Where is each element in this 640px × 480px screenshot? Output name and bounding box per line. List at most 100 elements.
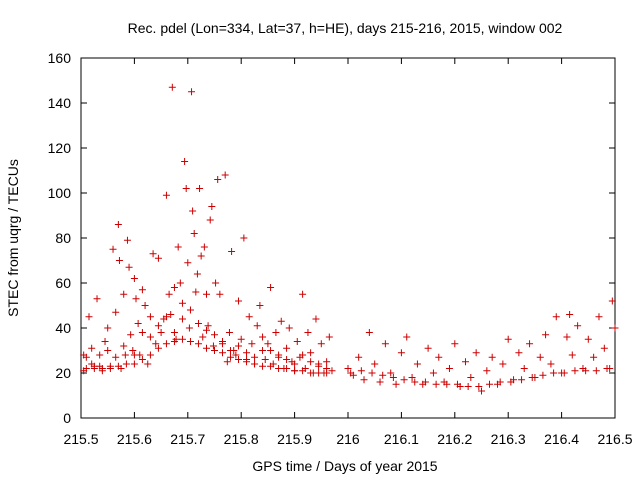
data-point: [566, 311, 574, 318]
y-tick-label: 160: [48, 50, 72, 66]
data-point: [592, 367, 600, 375]
data-point: [368, 369, 376, 377]
data-point: [138, 329, 146, 336]
data-point: [251, 360, 259, 368]
data-point: [584, 335, 592, 343]
data-point: [611, 324, 619, 332]
data-point: [563, 333, 571, 341]
data-point: [304, 329, 312, 336]
data-point: [315, 362, 323, 370]
data-point: [178, 335, 186, 343]
data-point: [168, 83, 176, 91]
data-point: [376, 378, 384, 386]
data-point: [360, 376, 368, 384]
data-point: [206, 216, 214, 224]
data-point: [170, 329, 178, 336]
y-tick-label: 40: [55, 320, 71, 336]
data-point: [547, 360, 555, 368]
data-point: [228, 248, 236, 255]
data-point: [600, 344, 608, 352]
data-point: [114, 362, 122, 370]
chart-title: Rec. pdel (Lon=334, Lat=37, h=HE), days …: [128, 20, 563, 36]
data-point: [245, 313, 253, 321]
data-point: [162, 313, 170, 321]
data-point: [93, 295, 101, 303]
data-point: [486, 380, 494, 388]
y-tick-label: 120: [48, 140, 72, 156]
x-axis-label: GPS time / Days of year 2015: [252, 458, 437, 474]
x-tick-label: 215.8: [224, 431, 259, 447]
data-point: [216, 290, 224, 298]
data-point: [424, 344, 432, 352]
data-point: [475, 383, 483, 390]
data-point: [272, 329, 280, 336]
data-point: [184, 259, 192, 267]
data-point: [408, 374, 416, 381]
data-point: [283, 356, 291, 363]
data-point: [267, 284, 275, 291]
data-point: [445, 365, 453, 372]
data-point: [389, 374, 397, 381]
data-point: [237, 335, 245, 343]
data-point: [267, 362, 275, 370]
data-point: [568, 351, 576, 359]
data-point: [130, 360, 138, 368]
data-point: [528, 374, 536, 381]
data-point: [550, 369, 558, 377]
data-point: [176, 279, 184, 287]
data-point: [539, 371, 547, 379]
data-point: [85, 313, 93, 321]
x-tick-label: 216: [336, 431, 360, 447]
data-point: [219, 340, 227, 348]
data-point: [315, 369, 323, 377]
data-point: [120, 342, 128, 350]
data-point: [518, 376, 526, 384]
data-point: [141, 302, 149, 309]
x-tick-label: 216.1: [384, 431, 419, 447]
data-point: [504, 335, 512, 343]
data-point: [112, 353, 120, 361]
x-tick-label: 215.7: [170, 431, 205, 447]
data-point: [515, 349, 523, 357]
data-point: [283, 344, 291, 352]
y-axis-label: STEC from uqrg / TECUs: [5, 159, 21, 317]
data-point: [595, 313, 603, 321]
data-point: [275, 353, 283, 361]
data-point: [478, 387, 485, 395]
data-point: [202, 290, 210, 298]
data-point: [293, 338, 301, 345]
data-point: [379, 371, 387, 379]
data-point: [202, 326, 210, 334]
data-point: [536, 353, 544, 361]
data-point: [267, 347, 275, 354]
data-point: [209, 342, 217, 350]
data-point: [96, 351, 104, 359]
data-point: [132, 295, 140, 303]
data-point: [507, 378, 515, 386]
data-point: [235, 297, 243, 305]
data-point: [325, 333, 333, 341]
data-point: [291, 367, 299, 375]
data-point: [211, 347, 218, 354]
data-point: [227, 353, 235, 361]
data-point: [202, 344, 210, 352]
data-point: [381, 340, 389, 348]
data-point: [259, 362, 267, 370]
data-point: [88, 344, 96, 352]
data-point: [299, 290, 307, 298]
data-point: [344, 365, 352, 372]
data-point: [483, 367, 491, 375]
data-point: [123, 236, 131, 244]
data-point: [152, 340, 160, 348]
data-point: [154, 344, 162, 352]
data-point: [264, 340, 272, 348]
data-point: [400, 376, 408, 384]
data-point: [127, 331, 135, 339]
data-point: [165, 290, 173, 298]
data-point: [104, 347, 112, 354]
data-point: [221, 171, 229, 179]
x-tick-label: 215.5: [63, 431, 98, 447]
x-tick-label: 216.5: [597, 431, 632, 447]
data-point: [472, 349, 480, 357]
